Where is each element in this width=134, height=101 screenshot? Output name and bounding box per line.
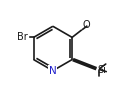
Text: Si: Si [98, 65, 107, 75]
Text: Br: Br [17, 32, 28, 42]
Text: N: N [49, 66, 57, 76]
Text: O: O [82, 20, 90, 30]
